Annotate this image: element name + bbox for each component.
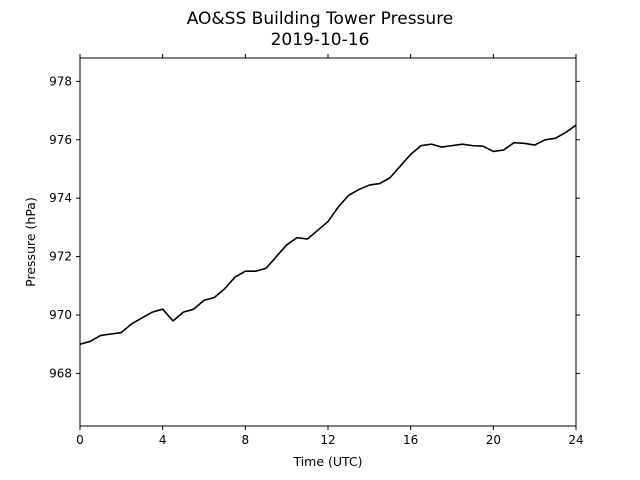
y-axis-ticks: 968 970 972 974 976 978 [49,74,580,380]
x-tick-label: 16 [403,433,418,447]
y-tick-label: 970 [49,308,72,322]
x-tick-label: 0 [76,433,84,447]
plot-area [79,57,577,427]
x-axis-ticks: 0 4 8 12 16 20 24 [76,54,584,447]
x-tick-label: 24 [568,433,583,447]
chart-subtitle: 2019-10-16 [271,30,370,50]
x-tick-label: 12 [320,433,335,447]
y-tick-label: 974 [49,191,72,205]
y-tick-label: 968 [49,366,72,380]
y-axis-label: Pressure (hPa) [23,197,38,287]
x-tick-label: 8 [242,433,250,447]
x-tick-label: 4 [159,433,167,447]
pressure-series-line [79,124,577,345]
y-tick-label: 972 [49,250,72,264]
y-tick-label: 978 [49,74,72,88]
y-tick-label: 976 [49,133,72,147]
x-axis-label: Time (UTC) [292,454,362,469]
chart-title: AO&SS Building Tower Pressure [187,9,454,29]
x-tick-label: 20 [486,433,501,447]
